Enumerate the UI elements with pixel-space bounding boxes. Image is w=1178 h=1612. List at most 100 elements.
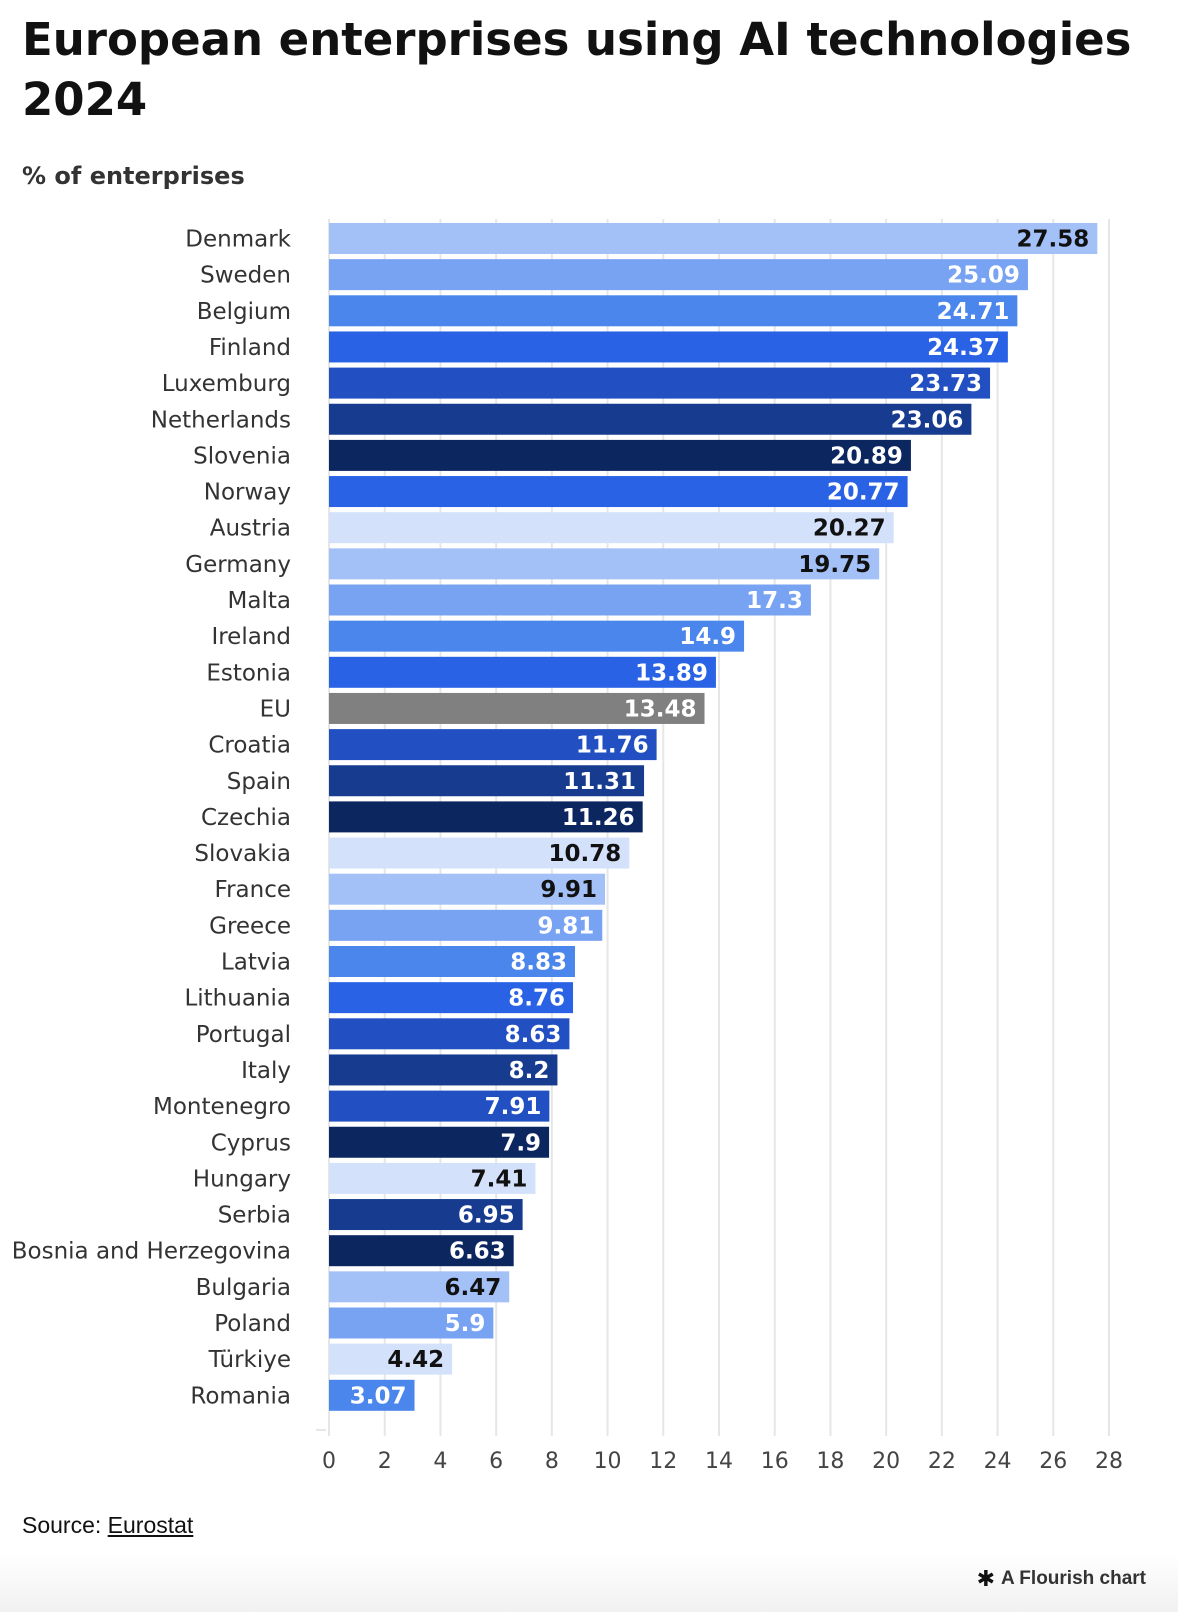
category-label: Bosnia and Herzegovina bbox=[12, 1239, 291, 1265]
x-tick-label: 14 bbox=[705, 1449, 733, 1474]
bar[interactable] bbox=[329, 909, 603, 941]
bar[interactable] bbox=[329, 1307, 494, 1339]
value-label: 11.31 bbox=[563, 769, 636, 795]
x-tick-label: 18 bbox=[816, 1449, 844, 1474]
source-note: Source: Eurostat bbox=[22, 1512, 193, 1539]
bar[interactable] bbox=[329, 873, 606, 905]
category-label: Latvia bbox=[221, 950, 291, 976]
category-label: Finland bbox=[209, 335, 291, 361]
x-tick-label: 6 bbox=[489, 1449, 503, 1474]
category-label: EU bbox=[260, 696, 291, 722]
bar[interactable] bbox=[329, 584, 811, 616]
bar[interactable] bbox=[329, 1271, 510, 1303]
category-label: Slovakia bbox=[194, 841, 291, 867]
category-label: Croatia bbox=[208, 733, 291, 759]
bar[interactable] bbox=[329, 692, 705, 724]
bar[interactable] bbox=[329, 223, 1098, 254]
category-label: Netherlands bbox=[151, 407, 291, 433]
x-tick-label: 10 bbox=[594, 1449, 622, 1474]
category-label: Estonia bbox=[206, 660, 291, 686]
bar[interactable] bbox=[329, 1235, 514, 1267]
bar[interactable] bbox=[329, 439, 911, 471]
bar[interactable] bbox=[329, 1090, 550, 1122]
value-label: 9.81 bbox=[538, 913, 595, 939]
category-label: Germany bbox=[185, 552, 291, 578]
category-label: Serbia bbox=[218, 1203, 291, 1229]
category-labels: Denmark Sweden Belgium Finland Luxemburg Neth… bbox=[12, 227, 292, 1410]
category-label: Malta bbox=[228, 588, 291, 614]
value-label: 17.3 bbox=[746, 588, 803, 614]
bar[interactable] bbox=[329, 1054, 558, 1086]
value-labels: 27.58 25.09 24.71 24.37 23.73 23.06 20.89 20.77… bbox=[350, 227, 1090, 1410]
value-label: 25.09 bbox=[947, 263, 1020, 289]
bar[interactable] bbox=[329, 620, 745, 652]
bar[interactable] bbox=[329, 837, 630, 869]
value-label: 11.76 bbox=[576, 733, 649, 759]
bar-chart: Denmark Sweden Belgium Finland Luxemburg Neth… bbox=[12, 219, 1123, 1474]
category-label: Lithuania bbox=[184, 986, 291, 1012]
category-label: Cyprus bbox=[211, 1130, 291, 1156]
value-label: 20.27 bbox=[813, 516, 886, 542]
bar[interactable] bbox=[329, 259, 1028, 291]
bar[interactable] bbox=[329, 801, 643, 833]
bar[interactable] bbox=[329, 512, 894, 544]
value-label: 7.9 bbox=[500, 1130, 541, 1156]
value-label: 7.91 bbox=[485, 1094, 542, 1120]
bars bbox=[329, 223, 1098, 1411]
value-label: 11.26 bbox=[562, 805, 635, 831]
bar[interactable] bbox=[329, 403, 972, 435]
bar[interactable] bbox=[329, 765, 645, 797]
value-label: 4.42 bbox=[387, 1347, 444, 1373]
value-label: 20.77 bbox=[827, 480, 900, 506]
category-label: Türkiye bbox=[208, 1347, 291, 1373]
flourish-credit[interactable]: ✱ A Flourish chart bbox=[977, 1566, 1146, 1592]
value-label: 8.83 bbox=[510, 950, 567, 976]
value-label: 5.9 bbox=[445, 1311, 486, 1337]
value-label: 23.73 bbox=[909, 371, 982, 397]
value-label: 13.89 bbox=[635, 660, 708, 686]
value-label: 14.9 bbox=[679, 624, 736, 650]
value-label: 20.89 bbox=[830, 443, 903, 469]
footer-bar bbox=[0, 1553, 1178, 1612]
bar[interactable] bbox=[329, 1379, 415, 1411]
bar[interactable] bbox=[329, 476, 908, 508]
bar[interactable] bbox=[329, 1343, 453, 1375]
category-label: Slovenia bbox=[193, 443, 291, 469]
category-label: France bbox=[215, 877, 291, 903]
category-label: Poland bbox=[214, 1311, 291, 1337]
bar[interactable] bbox=[329, 548, 880, 580]
source-link[interactable]: Eurostat bbox=[107, 1512, 194, 1538]
x-tick-label: 22 bbox=[928, 1449, 956, 1474]
x-tick-label: 12 bbox=[649, 1449, 677, 1474]
category-label: Czechia bbox=[201, 805, 291, 831]
bar[interactable] bbox=[329, 982, 574, 1014]
credit-text: A Flourish chart bbox=[1001, 1568, 1146, 1589]
bar[interactable] bbox=[329, 331, 1008, 363]
x-axis-ticks: 0 2 4 6 8 10 12 14 16 18 20 22 24 26 28 bbox=[322, 1449, 1123, 1474]
bar[interactable] bbox=[329, 656, 716, 688]
x-tick-label: 28 bbox=[1095, 1449, 1123, 1474]
bar[interactable] bbox=[329, 295, 1018, 327]
category-label: Bulgaria bbox=[196, 1275, 291, 1301]
category-label: Belgium bbox=[197, 299, 291, 325]
category-label: Romania bbox=[190, 1383, 291, 1409]
source-label: Source: bbox=[22, 1512, 108, 1538]
value-label: 24.37 bbox=[927, 335, 1000, 361]
bar[interactable] bbox=[329, 946, 575, 977]
value-label: 6.47 bbox=[444, 1275, 501, 1301]
value-label: 6.95 bbox=[458, 1203, 515, 1229]
value-label: 3.07 bbox=[350, 1383, 407, 1409]
category-label: Ireland bbox=[211, 624, 291, 650]
value-label: 10.78 bbox=[549, 841, 622, 867]
bar[interactable] bbox=[329, 1199, 523, 1231]
category-label: Montenegro bbox=[153, 1094, 291, 1120]
x-tick-label: 2 bbox=[378, 1449, 392, 1474]
x-tick-label: 16 bbox=[761, 1449, 789, 1474]
bar[interactable] bbox=[329, 367, 991, 399]
bar[interactable] bbox=[329, 1126, 550, 1158]
bar[interactable] bbox=[329, 1018, 570, 1050]
bar[interactable] bbox=[329, 1162, 536, 1194]
bar[interactable] bbox=[329, 729, 657, 761]
category-label: Spain bbox=[227, 769, 291, 795]
value-label: 9.91 bbox=[540, 877, 597, 903]
